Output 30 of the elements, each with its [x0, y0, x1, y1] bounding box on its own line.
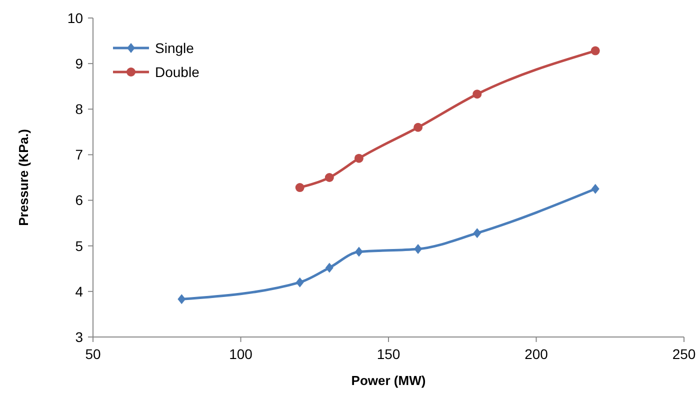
y-tick-label: 6 — [75, 192, 84, 208]
y-tick-label: 10 — [67, 10, 84, 26]
x-tick-label: 150 — [376, 346, 400, 362]
y-axis-title: Pressure (KPa.) — [16, 129, 31, 226]
point — [473, 228, 482, 238]
x-tick-label: 250 — [672, 346, 696, 362]
y-tick-label: 8 — [75, 101, 84, 118]
point — [591, 184, 600, 194]
point — [590, 46, 600, 56]
point — [414, 122, 423, 132]
point — [325, 262, 334, 273]
x-axis-title: Power (MW) — [351, 373, 426, 388]
point — [295, 183, 304, 192]
y-tick-label: 4 — [75, 283, 84, 300]
point — [178, 294, 186, 304]
point — [414, 244, 422, 254]
point — [354, 154, 364, 163]
x-tick-label: 100 — [229, 346, 253, 362]
point — [472, 90, 482, 99]
legend-label: Double — [155, 64, 200, 80]
point — [324, 173, 334, 182]
x-tick-label: 200 — [524, 346, 548, 362]
legend-label: Single — [155, 40, 194, 56]
point — [296, 277, 304, 288]
y-tick-label: 9 — [75, 55, 84, 72]
y-tick-label: 5 — [75, 238, 84, 254]
y-tick-label: 7 — [75, 146, 84, 163]
y-tick-label: 3 — [75, 328, 84, 345]
point — [354, 246, 363, 257]
x-tick-label: 50 — [85, 346, 101, 362]
